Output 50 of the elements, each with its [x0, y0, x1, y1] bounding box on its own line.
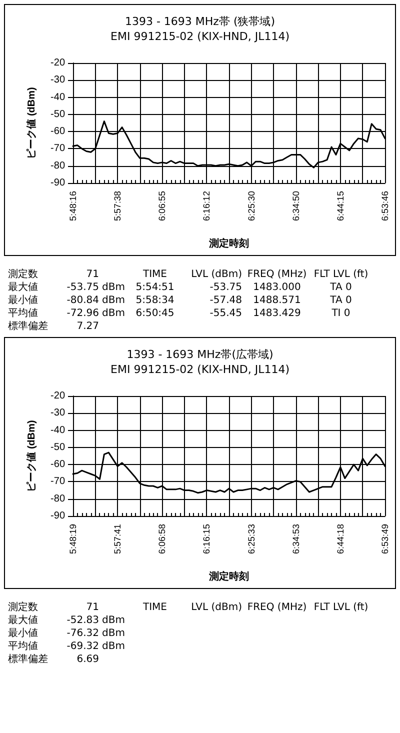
y-tick-label: -20 — [50, 58, 66, 68]
text: 最大値 -53.75 dBm 5:54:51 -53.75 1483.000 TA 0 — [8, 282, 352, 293]
chart-subtitle: EMI 991215-02 (KIX-HND, JL114) — [110, 363, 290, 376]
y-tick-label: -70 — [50, 143, 66, 154]
x-tick-label: 6:53:46 — [380, 191, 390, 222]
x-tick-label: 6:06:58 — [157, 524, 168, 554]
y-tick-label: -40 — [50, 92, 66, 103]
chart-title: 1393 - 1693 MHz帯 (狭帯域) — [124, 15, 276, 28]
text: 測定数 71 TIME LVL (dBm) FREQ (MHz) FLT LVL (ft) — [8, 602, 368, 613]
chart-title: 1393 - 1693 MHz帯(広帯域) — [126, 348, 274, 361]
chart-subtitle: EMI 991215-02 (KIX-HND, JL114) — [110, 30, 290, 43]
y-tick-label: -60 — [50, 126, 66, 138]
text: 平均値 -72.96 dBm 6:50:45 -55.45 1483.429 TI 0 — [8, 308, 350, 319]
y-tick-label: -80 — [50, 493, 66, 504]
text: 最小値 -76.32 dBm — [8, 628, 125, 639]
y-axis-title: ピーク値 (dBm) — [26, 420, 38, 492]
y-tick-label: -90 — [50, 178, 66, 188]
text: 平均値 -69.32 dBm — [8, 641, 125, 652]
x-tick-label: 6:53:49 — [380, 524, 390, 554]
y-tick-label: -60 — [50, 459, 66, 470]
y-tick-label: -30 — [50, 408, 66, 419]
x-axis-title: 測定時刻 — [208, 238, 249, 250]
x-tick-label: 6:34:53 — [290, 524, 301, 554]
y-tick-label: -80 — [50, 160, 66, 172]
text: 測定数 71 TIME LVL (dBm) FREQ (MHz) FLT LVL (ft) — [8, 269, 368, 280]
x-tick-label: 6:16:12 — [202, 191, 212, 222]
x-tick-label: 6:25:33 — [246, 524, 256, 554]
y-tick-label: -20 — [50, 390, 66, 402]
x-tick-label: 5:48:19 — [68, 524, 78, 554]
y-tick-label: -90 — [50, 510, 66, 522]
x-tick-label: 6:44:18 — [335, 524, 346, 554]
y-tick-label: -50 — [50, 108, 66, 120]
x-axis-title: 測定時刻 — [208, 570, 249, 582]
x-tick-label: 6:44:15 — [335, 191, 346, 222]
x-tick-label: 6:34:50 — [290, 191, 301, 222]
text: 標準偏差 6.69 — [8, 654, 99, 665]
y-tick-label: -70 — [50, 476, 66, 488]
x-tick-label: 5:57:38 — [112, 191, 123, 222]
text: 標準偏差 7.27 — [8, 321, 99, 332]
y-tick-label: -50 — [50, 442, 66, 453]
x-tick-label: 5:57:41 — [112, 524, 123, 554]
x-tick-label: 6:16:15 — [202, 524, 212, 554]
y-tick-label: -40 — [50, 424, 66, 436]
x-tick-label: 6:25:30 — [246, 191, 256, 222]
text: 最大値 -52.83 dBm — [8, 615, 125, 626]
x-tick-label: 6:06:55 — [157, 191, 168, 222]
y-axis-title: ピーク値 (dBm) — [26, 87, 38, 159]
y-tick-label: -30 — [50, 74, 66, 86]
text: 最小値 -80.84 dBm 5:58:34 -57.48 1488.571 TA 0 — [8, 295, 352, 306]
x-tick-label: 5:48:16 — [68, 191, 78, 222]
